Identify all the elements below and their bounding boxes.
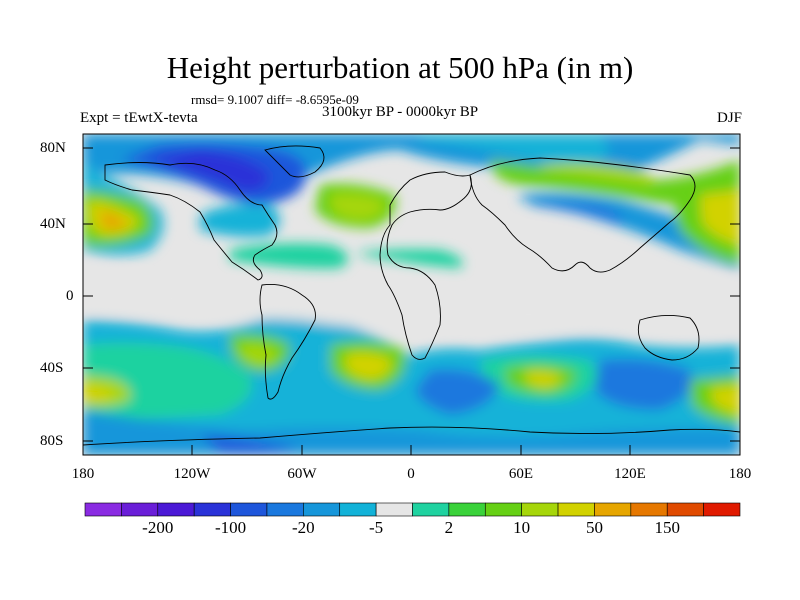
axis-ticks	[83, 147, 740, 455]
lat-label-80s: 80S	[40, 433, 64, 449]
field-region	[330, 193, 385, 220]
map-title: Height perturbation at 500 hPa (in m)	[166, 50, 634, 85]
colorbar-swatch	[84, 502, 122, 517]
field-region	[360, 249, 463, 268]
height-field	[83, 134, 740, 455]
colorbar-swatch	[157, 502, 195, 517]
period-label: 3100kyr BP - 0000kyr BP	[322, 104, 479, 120]
colorbar-label: -5	[369, 518, 384, 537]
field-region	[415, 369, 500, 415]
field-region	[530, 201, 623, 225]
europe-africa-coast	[379, 171, 472, 360]
north-america-coast	[104, 162, 278, 281]
field-region	[700, 190, 740, 245]
lon-label-120e: 120E	[614, 466, 646, 482]
colorbar-swatch	[666, 502, 704, 517]
colorbar	[84, 502, 741, 517]
colorbar-label: 2	[444, 518, 454, 537]
colorbar-label: 10	[513, 518, 531, 537]
colorbar-swatch	[557, 502, 595, 517]
colorbar-label: -100	[214, 518, 247, 537]
asia-coast	[469, 157, 696, 273]
field-region	[420, 134, 610, 166]
colorbar-swatch	[521, 502, 559, 517]
lat-label-40n: 40N	[40, 216, 66, 232]
field-region	[345, 352, 392, 380]
colorbar-swatch	[375, 502, 413, 517]
colorbar-label: 150	[654, 518, 680, 537]
stats-text: rmsd= 9.1007 diff= -8.6595e-09	[191, 92, 359, 107]
season-label: DJF	[716, 110, 742, 126]
colorbar-swatch	[339, 502, 377, 517]
lat-label-0: 0	[66, 288, 74, 304]
lat-label-80n: 80N	[40, 140, 66, 156]
colorbar-swatch	[448, 502, 486, 517]
colorbar-swatch	[630, 502, 668, 517]
lat-label-40s: 40S	[40, 360, 64, 376]
lon-label-60w: 60W	[287, 466, 317, 482]
colorbar-swatch	[266, 502, 304, 517]
colorbar-label: 50	[585, 518, 603, 537]
colorbar-swatch	[594, 502, 632, 517]
south-america-coast	[259, 284, 316, 400]
colorbar-label: -200	[142, 518, 174, 537]
field-region	[100, 210, 128, 230]
field-region	[710, 385, 740, 415]
colorbar-swatch	[412, 502, 450, 517]
colorbar-swatch	[303, 502, 341, 517]
colorbar-label: -20	[291, 518, 315, 537]
lon-label-60e: 60E	[508, 466, 534, 482]
coastlines	[83, 145, 740, 446]
field-region	[240, 344, 278, 365]
lon-label-120w: 120W	[173, 466, 211, 482]
field-region	[150, 150, 270, 191]
field-region	[83, 385, 115, 403]
field-region	[230, 243, 348, 269]
greenland-coast	[264, 145, 325, 178]
colorbar-swatch	[121, 502, 159, 517]
field-region	[83, 268, 740, 332]
field-region	[200, 435, 300, 453]
antarctica-coast	[83, 426, 740, 446]
colorbar-swatch	[703, 502, 741, 517]
field-region	[200, 203, 280, 237]
colorbar-swatch	[193, 502, 231, 517]
colorbar-swatch	[484, 502, 522, 517]
field-region	[540, 163, 653, 185]
colorbar-swatch	[230, 502, 268, 517]
lon-label-180e: 180	[728, 466, 752, 482]
lon-label-180w: 180	[71, 466, 95, 482]
lon-label-0: 0	[407, 466, 415, 482]
field-region	[595, 358, 692, 410]
field-region	[525, 370, 562, 388]
australia-coast	[637, 315, 700, 361]
experiment-label: Expt = tEwtX-tevta	[80, 110, 198, 126]
